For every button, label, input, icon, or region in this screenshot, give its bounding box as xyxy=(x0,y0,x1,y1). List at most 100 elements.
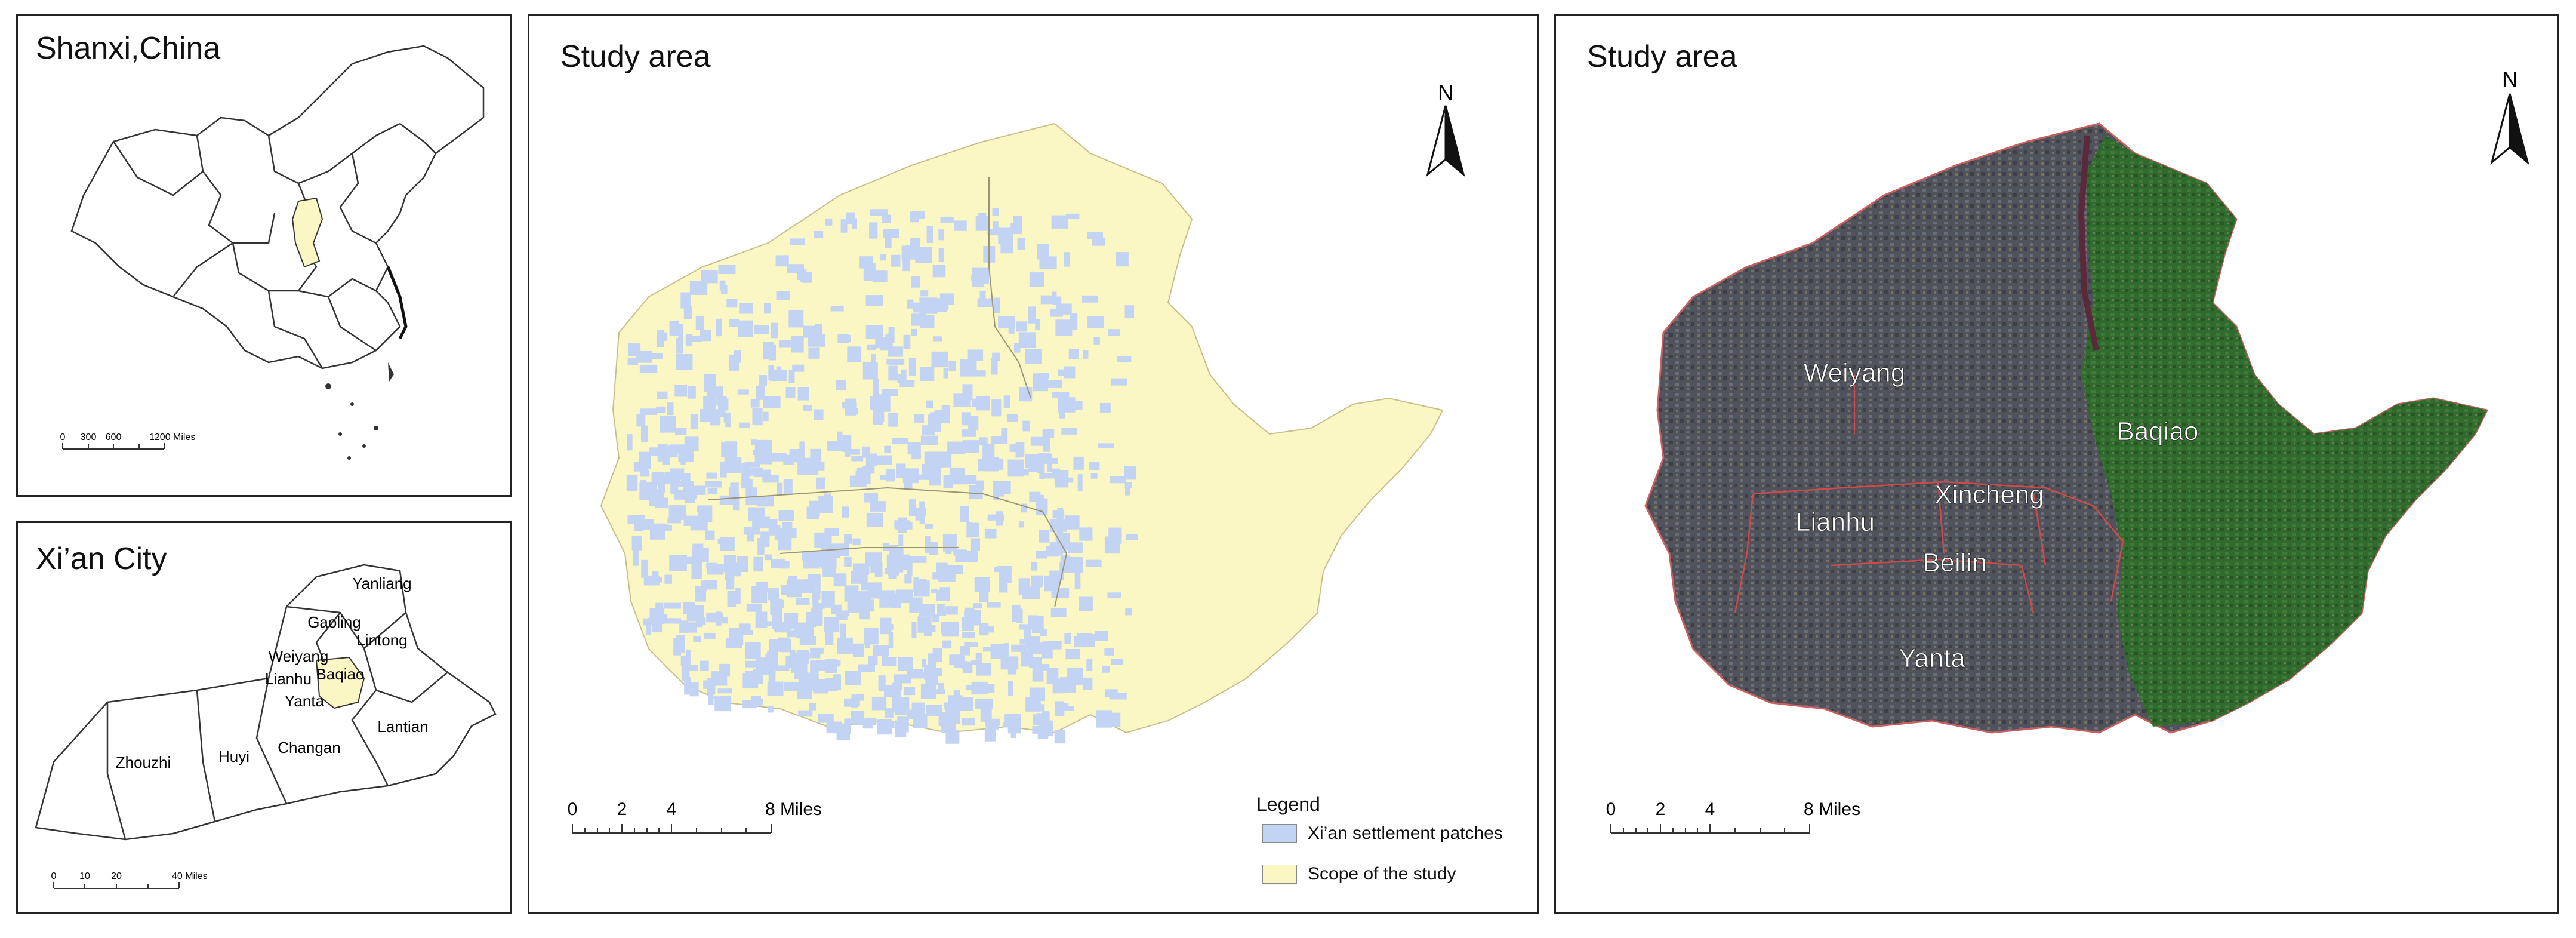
settlement-patch xyxy=(721,442,735,457)
settlement-patch xyxy=(847,346,862,362)
settlement-patch xyxy=(955,552,970,562)
settlement-patch xyxy=(696,617,706,626)
settlement-patch xyxy=(876,455,892,465)
settlement-patch xyxy=(1050,519,1067,532)
settlement-patch xyxy=(778,340,794,348)
settlement-patch xyxy=(784,681,800,691)
settlement-patch xyxy=(961,429,976,437)
settlement-patch xyxy=(1025,454,1042,468)
settlement-patch xyxy=(962,718,975,726)
settlement-patch xyxy=(745,660,763,668)
settlement-patch xyxy=(970,538,980,551)
settlement-patch xyxy=(1086,559,1102,567)
settlement-patch xyxy=(768,519,778,536)
settlement-patch xyxy=(641,559,648,578)
settlement-patch xyxy=(999,575,1008,593)
settlement-patch xyxy=(1028,615,1038,628)
xian-panel-title: Xi’an City xyxy=(36,542,167,576)
settlement-patch xyxy=(994,567,1012,573)
settlement-patch xyxy=(891,254,901,267)
settlement-patch xyxy=(943,475,953,488)
settlement-patch xyxy=(966,685,976,691)
settlement-patch xyxy=(633,548,639,566)
settlement-patch xyxy=(865,295,883,306)
settlement-patch xyxy=(1052,678,1066,694)
settlement-patch xyxy=(1087,232,1104,239)
settlement-patch xyxy=(1125,608,1132,616)
settlement-patch xyxy=(816,477,825,490)
settlement-patch xyxy=(701,580,707,592)
settlement-patch xyxy=(880,475,890,480)
settlement-patch xyxy=(649,450,658,456)
settlement-patch xyxy=(962,661,967,670)
settlement-patch xyxy=(865,453,877,466)
settlement-patch xyxy=(942,640,952,649)
settlement-patch xyxy=(902,262,911,272)
settlement-patch xyxy=(836,380,846,390)
settlement-patch xyxy=(802,463,819,475)
settlement-patch xyxy=(737,389,749,395)
settlement-patch xyxy=(1052,510,1065,519)
settlement-patch xyxy=(788,310,804,328)
settlement-patch xyxy=(867,344,876,350)
settlement-patch xyxy=(739,623,751,631)
settlement-patch xyxy=(987,602,1001,608)
settlement-patch xyxy=(1108,527,1122,545)
settlement-patch xyxy=(926,400,933,408)
settlement-patch xyxy=(1036,551,1047,559)
settlement-patch xyxy=(790,238,805,245)
settlement-patch xyxy=(764,302,771,314)
settlement-patch xyxy=(903,334,911,349)
settlement-patch xyxy=(975,480,984,491)
legend-label: Scope of the study xyxy=(1308,864,1456,884)
settlement-patch xyxy=(1079,596,1093,611)
settlement-patch xyxy=(705,481,722,488)
settlement-patch xyxy=(775,525,781,540)
settlement-patch xyxy=(924,451,942,468)
settlement-patch xyxy=(913,302,923,313)
settlement-patch xyxy=(882,214,891,223)
settlement-patch xyxy=(991,399,1002,417)
settlement-patch xyxy=(1030,436,1044,446)
settlement-patch xyxy=(912,211,925,219)
settlement-patch xyxy=(808,347,820,359)
settlement-patch xyxy=(680,656,688,666)
settlement-patch xyxy=(1018,332,1036,348)
settlement-patch xyxy=(812,603,825,609)
settlement-patch xyxy=(880,345,892,351)
settlement-patch xyxy=(1019,387,1033,402)
settlement-patch xyxy=(947,441,965,454)
district-label: Changan xyxy=(278,739,341,756)
settlement-patch xyxy=(796,598,810,605)
settlement-patch xyxy=(916,474,932,480)
settlement-patch xyxy=(809,703,816,711)
settlement-patch xyxy=(770,599,784,609)
xian-map-panel: Xi’an City Yanliang Gaoling Lintong Weiy… xyxy=(16,521,512,914)
settlement-patch xyxy=(944,702,953,710)
settlement-patch xyxy=(825,630,834,645)
settlement-patch xyxy=(1021,649,1033,667)
settlement-patch xyxy=(776,366,782,374)
settlement-patch xyxy=(889,358,903,365)
settlement-patch xyxy=(882,389,898,396)
settlement-patch xyxy=(669,320,679,336)
settlement-patch xyxy=(904,472,913,489)
settlement-patch xyxy=(788,576,797,592)
settlement-patch xyxy=(806,506,819,519)
settlement-patch xyxy=(674,385,687,397)
settlement-patch xyxy=(775,255,789,267)
settlement-patch xyxy=(898,534,904,547)
settlement-patch xyxy=(1019,639,1033,645)
settlement-patch xyxy=(931,351,948,368)
settlement-patch xyxy=(1034,664,1050,671)
satellite-map: Weiyang Baqiao Xincheng Lianhu Beilin Ya… xyxy=(1606,67,2529,834)
settlement-patch xyxy=(888,631,894,648)
settlement-patch xyxy=(971,398,989,407)
settlement-patch xyxy=(795,652,802,670)
settlement-patch xyxy=(1117,355,1132,362)
settlement-patch xyxy=(715,617,728,624)
north-label: N xyxy=(2502,67,2518,91)
settlement-patch xyxy=(1104,648,1114,656)
settlement-patch xyxy=(1008,325,1015,334)
settlement-patch xyxy=(940,217,954,223)
